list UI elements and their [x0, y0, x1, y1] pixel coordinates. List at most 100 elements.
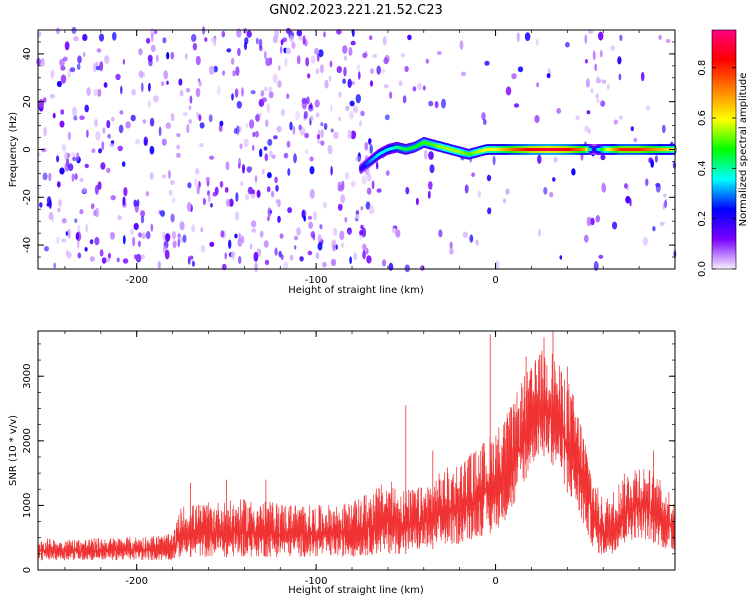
noise-blob: [404, 264, 410, 273]
noise-blob: [254, 175, 258, 183]
noise-blob: [208, 65, 215, 75]
noise-blob: [170, 113, 175, 122]
noise-blob: [59, 58, 65, 67]
noise-blob: [642, 236, 649, 247]
noise-blob: [261, 97, 267, 103]
noise-blob: [226, 198, 231, 207]
noise-blob: [164, 249, 170, 260]
noise-blob: [404, 65, 409, 73]
noise-blob: [130, 228, 134, 236]
noise-blob: [546, 73, 551, 79]
noise-blob: [486, 174, 492, 182]
noise-blob: [598, 254, 604, 259]
noise-blob: [299, 256, 304, 262]
noise-blob: [175, 152, 181, 158]
noise-blob: [428, 181, 433, 190]
snr-x-ticks: -200 -100 0: [64, 331, 676, 587]
y-tick-label: 20: [22, 95, 33, 108]
noise-blob: [398, 80, 403, 87]
noise-blob: [145, 37, 151, 44]
noise-blob: [72, 106, 78, 117]
noise-blob: [122, 235, 126, 245]
noise-blob: [372, 53, 378, 59]
snr-trace: [37, 331, 676, 561]
y-tick-label: -20: [22, 189, 33, 205]
noise-blob: [274, 176, 278, 184]
noise-blob: [536, 82, 539, 88]
noise-blob: [322, 201, 328, 209]
noise-blob: [314, 99, 320, 108]
noise-blob: [619, 34, 623, 41]
noise-blob: [123, 187, 128, 197]
noise-blob: [349, 100, 355, 107]
noise-blob: [264, 153, 269, 162]
noise-blob: [249, 243, 253, 250]
noise-blob: [333, 227, 338, 236]
noise-blob: [449, 241, 453, 249]
noise-blob: [606, 84, 610, 90]
noise-blob: [235, 192, 239, 202]
noise-blob: [459, 40, 464, 50]
noise-blob: [56, 80, 62, 88]
noise-blob: [265, 119, 269, 128]
noise-blob: [136, 199, 140, 207]
noise-blob: [145, 231, 151, 240]
noise-blob: [330, 128, 334, 133]
noise-blob: [272, 73, 278, 84]
noise-blob: [565, 41, 570, 48]
noise-blob: [347, 129, 352, 140]
noise-blob: [310, 115, 314, 122]
noise-blob: [254, 262, 258, 272]
noise-blob: [289, 121, 293, 131]
noise-blob: [228, 239, 232, 249]
noise-blob: [39, 202, 43, 208]
noise-blob: [262, 168, 265, 175]
noise-blob: [267, 86, 273, 92]
noise-blob: [383, 84, 389, 89]
noise-blob: [191, 224, 196, 233]
x-tick-label: -100: [305, 275, 328, 286]
snr-y-label: SNR (10 * v/v): [8, 415, 19, 486]
noise-blob: [265, 57, 271, 67]
noise-blob: [121, 161, 126, 168]
noise-blob: [117, 215, 122, 221]
noise-blob: [157, 261, 161, 269]
noise-blob: [303, 110, 308, 120]
noise-blob: [332, 244, 336, 252]
noise-blob: [596, 98, 600, 103]
noise-blob: [150, 44, 156, 53]
noise-blob: [600, 100, 606, 107]
noise-blob: [462, 231, 468, 238]
noise-blob: [252, 144, 255, 151]
noise-blob: [148, 100, 151, 108]
snr-series-line: [37, 350, 676, 561]
noise-blob: [505, 86, 512, 96]
noise-blob: [355, 94, 361, 104]
noise-blob: [395, 229, 401, 238]
noise-blob: [267, 216, 270, 221]
noise-blob: [89, 256, 95, 262]
noise-blob: [600, 154, 606, 161]
noise-blob: [36, 57, 41, 66]
noise-blob: [360, 110, 365, 117]
noise-blob: [650, 159, 654, 168]
noise-blob: [149, 117, 155, 127]
noise-blob: [196, 111, 200, 118]
noise-blob: [235, 66, 240, 76]
noise-blob: [267, 172, 272, 179]
noise-blob: [584, 125, 589, 132]
noise-blob: [170, 213, 175, 223]
noise-blob: [306, 96, 310, 105]
noise-blob: [138, 70, 144, 78]
noise-blob: [595, 215, 600, 223]
noise-blob: [355, 156, 361, 162]
noise-blob: [76, 63, 81, 70]
noise-blob: [309, 156, 314, 162]
snr-frame: [37, 330, 676, 571]
noise-blob: [351, 28, 355, 37]
noise-blob: [210, 203, 213, 208]
noise-blob: [110, 195, 116, 201]
noise-blob: [90, 203, 95, 210]
noise-blob: [73, 36, 79, 42]
x-tick-label: -200: [125, 275, 148, 286]
